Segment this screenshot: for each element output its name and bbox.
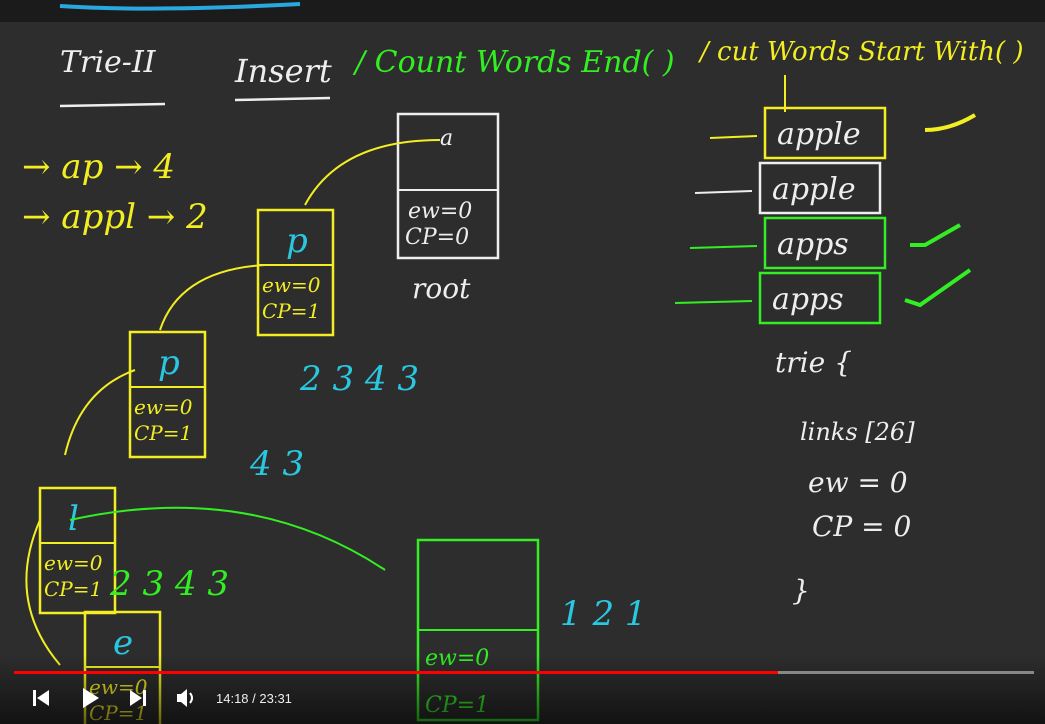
struct-line: } (792, 574, 810, 607)
word: apple (772, 172, 856, 207)
arrow (694, 190, 753, 194)
check (924, 113, 977, 132)
node-char: p (286, 221, 308, 261)
top-strip (0, 0, 1045, 22)
count-scribble: 2 3 4 3 (109, 564, 229, 604)
node-cp: CP=1 (134, 421, 192, 445)
struct-line: CP = 0 (812, 510, 911, 543)
scribble (59, 2, 301, 11)
node-box (256, 208, 335, 337)
example: → ap → 4 (22, 147, 175, 187)
arrow (689, 245, 758, 249)
arrow (674, 300, 753, 304)
node-ew: ew=0 (408, 199, 472, 224)
struct-line: trie { (775, 346, 852, 379)
node-box (128, 330, 207, 459)
word: apps (772, 282, 844, 317)
next-button[interactable] (130, 690, 146, 706)
count-scribble: 2 3 4 3 (299, 359, 419, 399)
edge (25, 519, 61, 666)
check (904, 268, 972, 308)
word-list: apple apple apps apps (674, 106, 887, 325)
controls-shade (0, 655, 1045, 724)
edge (69, 506, 386, 571)
struct-line: ew = 0 (808, 466, 908, 499)
progress-played (14, 671, 778, 674)
node-cp: CP=1 (262, 299, 320, 323)
count-scribble: 4 3 (249, 444, 304, 484)
node-cp: CP=1 (44, 577, 102, 601)
edge (64, 369, 136, 456)
underline (59, 102, 166, 108)
example: → appl → 2 (22, 197, 208, 237)
word-box (763, 106, 887, 160)
node-char: a (440, 126, 453, 151)
edge (304, 139, 441, 206)
title: Trie-II (60, 45, 157, 80)
word-box (758, 271, 882, 325)
fn-count-words-start: / cut Words Start With( ) (697, 37, 1024, 67)
word: apps (777, 227, 849, 262)
edge (159, 264, 266, 331)
insert: Insert (234, 52, 332, 90)
word-box (758, 161, 882, 215)
arrow (709, 135, 758, 139)
play-button[interactable] (83, 688, 99, 708)
count-scribble: 1 2 1 (560, 594, 647, 634)
volume-button[interactable] (177, 689, 193, 707)
word: apple (777, 117, 861, 152)
node-ew: ew=0 (134, 395, 193, 419)
node-char: e (113, 623, 133, 663)
node-box (396, 112, 500, 260)
node-char: p (158, 343, 180, 383)
root-label: root (412, 272, 471, 305)
struct-line: links [26] (800, 418, 915, 446)
fn-count-words-end: / Count Words End( ) (352, 45, 675, 80)
time-display: 14:18 / 23:31 (216, 691, 292, 706)
underline (234, 96, 331, 102)
node-ew: ew=0 (262, 273, 321, 297)
root-node: a ew=0 CP=0 root (396, 112, 500, 305)
check (910, 223, 961, 247)
node-cp: CP=0 (405, 225, 469, 250)
word-box (763, 216, 887, 270)
node-box (38, 486, 117, 615)
prev-button[interactable] (33, 690, 49, 706)
node-ew: ew=0 (44, 551, 103, 575)
